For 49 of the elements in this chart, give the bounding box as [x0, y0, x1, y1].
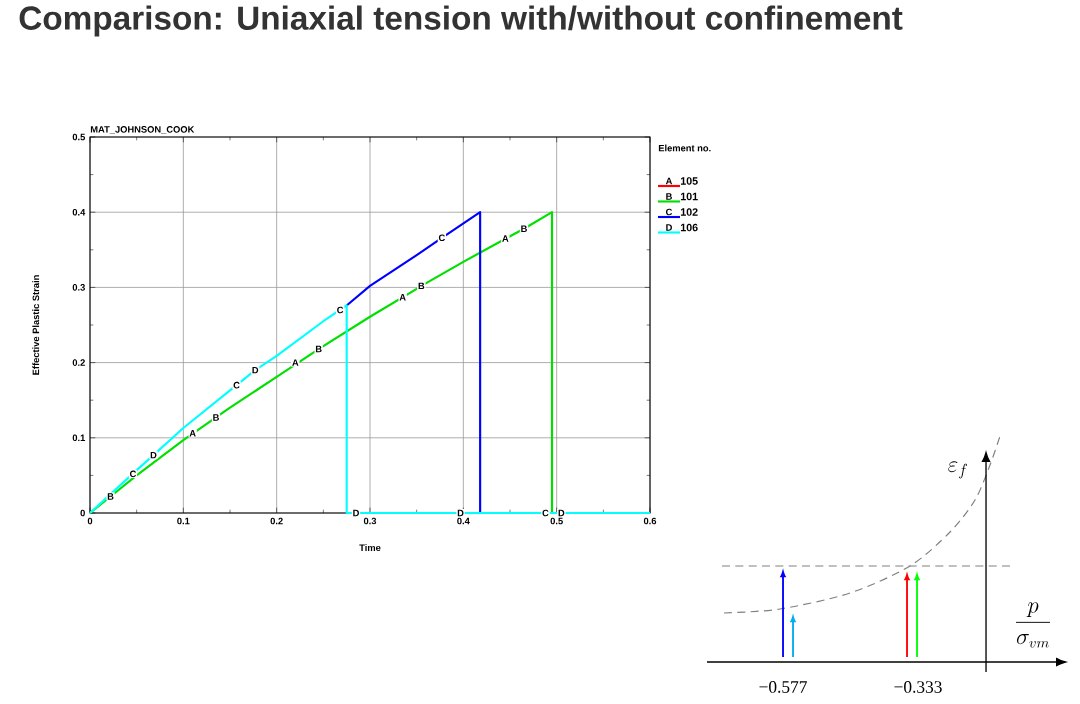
y-tick-label: 0.5: [72, 133, 86, 141]
annotation: A: [502, 235, 509, 242]
annotation: C: [233, 381, 240, 389]
text: $\varepsilon_f$: [948, 461, 967, 479]
y-tick-label: 0.2: [72, 359, 85, 366]
x-tick-label: 0.2: [270, 517, 283, 525]
x-tick-label: 0: [87, 517, 93, 525]
x-tick-label: 0.5: [550, 517, 563, 525]
annotation: A: [292, 359, 299, 366]
data-label: D: [252, 366, 259, 374]
text: A: [665, 177, 673, 185]
y-tick-label: 0: [80, 509, 85, 517]
legend-title: Element no.: [658, 144, 711, 152]
text: B: [666, 193, 672, 200]
y-tick-label: 0.1: [72, 434, 86, 442]
legend-label: 102: [680, 208, 698, 216]
data-label: D: [353, 509, 359, 517]
data-label: B: [418, 282, 425, 290]
annotation: A: [189, 430, 196, 437]
annotation: C: [337, 306, 344, 314]
annotation: C: [542, 509, 549, 517]
y-axis-title: Effective Plastic Strain: [32, 275, 40, 375]
x-tick-label: 0.1: [177, 517, 190, 525]
data-label: D: [558, 509, 565, 517]
data-label: D: [150, 451, 157, 459]
x-axis-title: Time: [359, 544, 381, 551]
text: $\frac{p}{\sigma_{vm}}$: [1016, 602, 1050, 648]
data-label: C: [438, 234, 445, 242]
data-label: D: [457, 509, 464, 517]
text: D: [666, 224, 672, 231]
chart-title: Comparison: Uniaxial tension with/without confinement: [19, 5, 903, 37]
text: C: [666, 208, 673, 216]
annotation: C: [129, 470, 137, 478]
y-tick-label: 0.4: [72, 208, 86, 216]
x-tick-label: 0.6: [643, 517, 657, 525]
x-tick-label: 0.4: [457, 517, 470, 525]
data-label: B: [213, 414, 219, 421]
data-label: B: [107, 493, 114, 500]
text: −0.333: [894, 681, 942, 693]
annotation: A: [399, 293, 406, 301]
legend-label: 101: [680, 192, 698, 201]
legend-label: 105: [680, 177, 698, 185]
y-tick-label: 0.3: [72, 284, 85, 291]
legend-label: 106: [680, 223, 698, 232]
x-tick-label: 0.3: [363, 517, 377, 525]
chart-subtitle: MAT_JOHNSON_COOK: [90, 126, 195, 134]
data-label: B: [315, 345, 322, 353]
text: −0.577: [759, 681, 807, 693]
data-label: B: [521, 225, 527, 232]
